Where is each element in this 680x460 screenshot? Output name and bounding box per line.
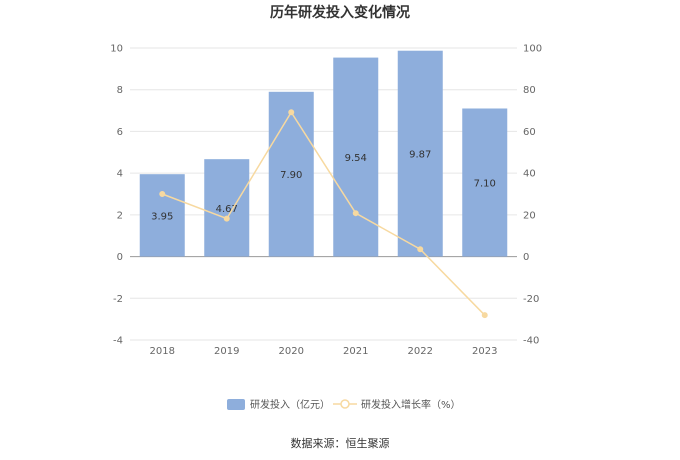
y-right-tick-label: 40: [523, 169, 536, 180]
bar-value-label: 7.90: [280, 170, 302, 181]
x-tick-label: 2022: [408, 346, 433, 357]
bar: [268, 91, 314, 257]
legend-line-label: 研发投入增长率（%）: [361, 398, 461, 411]
y-left-tick-label: 4: [117, 169, 123, 180]
y-left-tick-label: 8: [117, 85, 123, 96]
x-tick-label: 2021: [343, 346, 368, 357]
y-right-tick-label: 60: [523, 127, 536, 138]
bar-value-label: 9.54: [345, 153, 367, 164]
legend-bar-swatch: [227, 399, 245, 410]
y-left-tick-label: 10: [110, 44, 123, 55]
legend-line-marker: [340, 399, 350, 409]
y-right-tick-label: 80: [523, 85, 536, 96]
y-right-tick-label: 0: [523, 252, 529, 263]
bar: [397, 50, 443, 257]
y-left-tick-label: 0: [117, 252, 123, 263]
chart-title: 历年研发投入变化情况: [270, 4, 410, 21]
x-tick-label: 2020: [279, 346, 304, 357]
y-left-tick-label: -4: [113, 336, 123, 347]
y-left-tick-label: 6: [117, 127, 123, 138]
bar-value-label: 4.67: [216, 204, 238, 215]
growth-line-path: [161, 110, 486, 316]
data-source: 数据来源：恒生聚源: [291, 436, 390, 450]
y-left-tick-label: -2: [113, 294, 123, 305]
growth-point: [223, 215, 230, 222]
x-tick-label: 2018: [150, 346, 175, 357]
growth-point: [159, 191, 166, 197]
bar-value-label: 7.10: [474, 179, 496, 190]
grid: [130, 47, 517, 341]
bar: [462, 108, 508, 257]
growth-point: [481, 312, 488, 319]
bars: 3.95 4.67 7.90 9.54 9.87 7.10: [139, 50, 508, 257]
y-left-tick-label: 2: [117, 210, 123, 221]
bar-value-label: 3.95: [151, 211, 173, 222]
legend: 研发投入（亿元） 研发投入增长率（%）: [227, 398, 461, 411]
bar: [204, 159, 250, 257]
y-right-tick-label: 20: [523, 210, 536, 221]
bar: [333, 57, 379, 257]
growth-point: [288, 109, 295, 116]
y-right-tick-label: -20: [523, 294, 539, 305]
x-tick-label: 2023: [472, 346, 497, 357]
growth-point: [417, 246, 424, 253]
growth-point: [352, 210, 359, 217]
y-right-tick-label: -40: [523, 336, 539, 347]
bar: [139, 174, 185, 257]
legend-bar-label: 研发投入（亿元）: [250, 398, 330, 411]
x-tick-label: 2019: [214, 346, 239, 357]
bar-value-label: 9.87: [409, 150, 431, 161]
growth-line: [159, 109, 488, 319]
y-right-tick-label: 100: [523, 44, 542, 55]
